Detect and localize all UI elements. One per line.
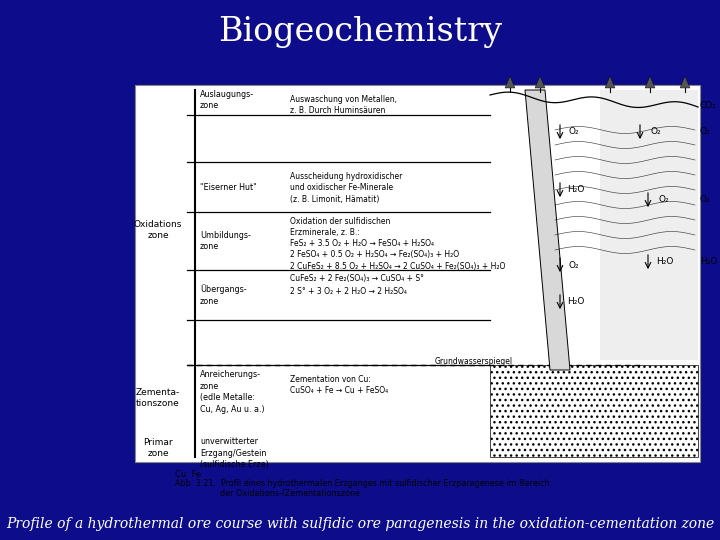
Text: Auswaschung von Metallen,
z. B. Durch Huminsäuren: Auswaschung von Metallen, z. B. Durch Hu… [290, 95, 397, 115]
Polygon shape [525, 90, 570, 370]
Text: O₂: O₂ [659, 195, 670, 205]
Polygon shape [605, 76, 615, 88]
Text: der Oxidations-/Zementationszone: der Oxidations-/Zementationszone [220, 488, 360, 497]
Text: O₂: O₂ [700, 195, 711, 205]
Text: Cu  Fe: Cu Fe [175, 470, 201, 479]
Text: 2 CuFeS₂ + 8.5 O₂ + H₂SO₄ → 2 CuSO₄ + Fe₂(SO₄)₃ + H₂O: 2 CuFeS₂ + 8.5 O₂ + H₂SO₄ → 2 CuSO₄ + Fe… [290, 262, 505, 272]
Text: 2 S° + 3 O₂ + 2 H₂O → 2 H₂SO₄: 2 S° + 3 O₂ + 2 H₂O → 2 H₂SO₄ [290, 287, 407, 295]
Text: Übergangs-
zone: Übergangs- zone [200, 285, 247, 306]
Text: H₂O: H₂O [567, 186, 585, 194]
Text: Ausscheidung hydroxidischer
und oxidischer Fe-Minerale
(z. B. Limonit, Hämatit): Ausscheidung hydroxidischer und oxidisch… [290, 172, 402, 204]
Text: Umbildungs-
zone: Umbildungs- zone [200, 231, 251, 251]
Text: H₂O: H₂O [657, 258, 674, 267]
Text: 2 FeSO₄ + 0.5 O₂ + H₂SO₄ → Fe₂(SO₄)₃ + H₂O: 2 FeSO₄ + 0.5 O₂ + H₂SO₄ → Fe₂(SO₄)₃ + H… [290, 251, 459, 260]
Polygon shape [600, 90, 698, 360]
Text: O₂: O₂ [569, 260, 580, 269]
Text: unverwitterter
Erzgang/Gestein
(sulfidische Erze): unverwitterter Erzgang/Gestein (sulfidis… [200, 437, 269, 469]
Text: Oxidations
zone: Oxidations zone [134, 220, 182, 240]
Bar [135, 85, 700, 462]
Text: "Eiserner Hut": "Eiserner Hut" [200, 183, 257, 192]
Polygon shape [505, 76, 515, 88]
Polygon shape [645, 76, 655, 88]
Text: Primar
zone: Primar zone [143, 438, 173, 458]
Polygon shape [535, 76, 545, 88]
Text: O₂: O₂ [569, 127, 580, 137]
Text: Oxidation der sulfidischen
Erzminerale, z. B.:: Oxidation der sulfidischen Erzminerale, … [290, 217, 390, 237]
Text: H₂O: H₂O [567, 298, 585, 307]
Text: Grundwasserspiegel: Grundwasserspiegel [435, 356, 513, 366]
Text: Auslaugungs-
zone: Auslaugungs- zone [200, 90, 254, 110]
Text: CuFeS₂ + 2 Fe₂(SO₄)₃ → CuSO₄ + S°: CuFeS₂ + 2 Fe₂(SO₄)₃ → CuSO₄ + S° [290, 274, 424, 284]
Text: Zementa-
tionszone: Zementa- tionszone [136, 388, 180, 408]
Text: Zementation von Cu:
CuSO₄ + Fe → Cu + FeSO₄: Zementation von Cu: CuSO₄ + Fe → Cu + Fe… [290, 375, 388, 395]
Text: Profile of a hydrothermal ore course with sulfidic ore paragenesis in the oxidat: Profile of a hydrothermal ore course wit… [6, 517, 714, 531]
Text: FeS₂ + 3.5 O₂ + H₂O → FeSO₄ + H₂SO₄: FeS₂ + 3.5 O₂ + H₂O → FeSO₄ + H₂SO₄ [290, 239, 434, 247]
Text: H₂O: H₂O [700, 258, 717, 267]
Text: O₂: O₂ [700, 127, 711, 137]
Polygon shape [680, 76, 690, 88]
Text: CO₂: CO₂ [700, 100, 717, 110]
Text: Biogeochemistry: Biogeochemistry [218, 16, 502, 48]
Text: Abb. 3.21.  Profil eines hydrothermalen Erzganges mit sulfidischer Erzparagenese: Abb. 3.21. Profil eines hydrothermalen E… [175, 479, 549, 488]
Text: O₂: O₂ [651, 127, 661, 137]
Text: Anreicherungs-
zone
(edle Metalle:
Cu, Ag, Au u. a.): Anreicherungs- zone (edle Metalle: Cu, A… [200, 370, 265, 414]
